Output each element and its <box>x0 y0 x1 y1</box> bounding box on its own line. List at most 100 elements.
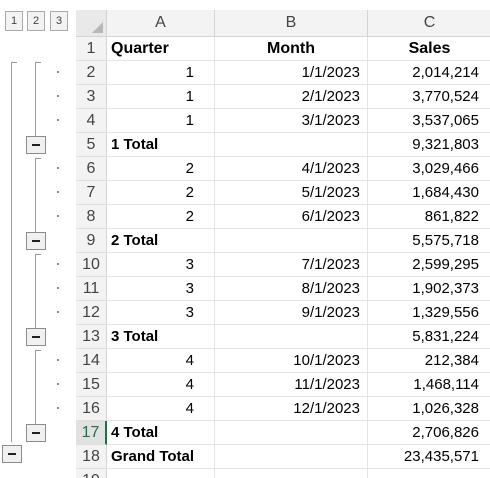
cell-sales[interactable]: 5,831,224 <box>368 325 490 349</box>
cell-sales[interactable]: 1,684,430 <box>368 181 490 205</box>
collapse-quarter-4-button[interactable] <box>26 424 46 442</box>
cell-month[interactable] <box>215 469 368 478</box>
row-header[interactable]: 19 <box>76 469 107 478</box>
cell-quarter[interactable] <box>107 469 215 478</box>
cell-month[interactable]: 8/1/2023 <box>215 277 368 301</box>
cell-sales[interactable]: 861,822 <box>368 205 490 229</box>
row-header[interactable]: 7 <box>76 181 107 205</box>
outline-dot <box>57 287 59 289</box>
cell-quarter[interactable]: 4 <box>107 349 215 373</box>
column-header-c[interactable]: C <box>368 10 490 37</box>
cell-quarter[interactable]: 4 <box>107 397 215 421</box>
select-all-corner[interactable] <box>76 10 107 37</box>
row-header[interactable]: 12 <box>76 301 107 325</box>
cell-month[interactable]: 10/1/2023 <box>215 349 368 373</box>
cell-quarter-header[interactable]: Quarter <box>107 37 215 61</box>
cell-sales[interactable]: 3,770,524 <box>368 85 490 109</box>
outline-level-3-button[interactable]: 3 <box>50 11 68 31</box>
cell-quarter[interactable]: 2 <box>107 181 215 205</box>
cell-month[interactable]: 12/1/2023 <box>215 397 368 421</box>
cell-quarter[interactable]: 2 <box>107 157 215 181</box>
cell-quarter[interactable]: 2 <box>107 205 215 229</box>
cell-sales[interactable]: 1,026,328 <box>368 397 490 421</box>
cell-month[interactable] <box>215 133 368 157</box>
outline-bracket-cap <box>11 62 17 63</box>
cell-sales-header[interactable]: Sales <box>368 37 490 61</box>
row-header[interactable]: 9 <box>76 229 107 253</box>
cell-sales[interactable]: 9,321,803 <box>368 133 490 157</box>
outline-bracket-group2 <box>35 158 36 232</box>
cell-month[interactable]: 7/1/2023 <box>215 253 368 277</box>
cell-quarter[interactable]: 1 <box>107 109 215 133</box>
cell-sales[interactable]: 5,575,718 <box>368 229 490 253</box>
row-header[interactable]: 3 <box>76 85 107 109</box>
outline-bracket-cap <box>35 254 41 255</box>
table-row: 10 3 7/1/2023 2,599,295 <box>76 253 490 277</box>
row-header[interactable]: 13 <box>76 325 107 349</box>
cell-month-header[interactable]: Month <box>215 37 368 61</box>
cell-quarter[interactable]: Grand Total <box>107 445 215 469</box>
table-row: 8 2 6/1/2023 861,822 <box>76 205 490 229</box>
row-header[interactable]: 15 <box>76 373 107 397</box>
cell-quarter[interactable]: 2 Total <box>107 229 215 253</box>
cell-quarter[interactable]: 3 Total <box>107 325 215 349</box>
row-header[interactable]: 14 <box>76 349 107 373</box>
row-header[interactable]: 8 <box>76 205 107 229</box>
cell-month[interactable]: 2/1/2023 <box>215 85 368 109</box>
outline-level-2-button[interactable]: 2 <box>27 11 45 31</box>
cell-month[interactable]: 4/1/2023 <box>215 157 368 181</box>
table-row: 6 2 4/1/2023 3,029,466 <box>76 157 490 181</box>
row-header[interactable]: 17 <box>76 421 107 445</box>
outline-dot <box>57 71 59 73</box>
cell-sales[interactable]: 2,706,826 <box>368 421 490 445</box>
cell-sales[interactable] <box>368 469 490 478</box>
cell-sales[interactable]: 2,014,214 <box>368 61 490 85</box>
cell-month[interactable]: 6/1/2023 <box>215 205 368 229</box>
cell-month[interactable]: 9/1/2023 <box>215 301 368 325</box>
row-header[interactable]: 10 <box>76 253 107 277</box>
cell-month[interactable]: 11/1/2023 <box>215 373 368 397</box>
row-header[interactable]: 4 <box>76 109 107 133</box>
cell-quarter[interactable]: 1 <box>107 85 215 109</box>
cell-sales[interactable]: 3,029,466 <box>368 157 490 181</box>
cell-quarter[interactable]: 3 <box>107 253 215 277</box>
column-header-b[interactable]: B <box>215 10 368 37</box>
cell-quarter[interactable]: 1 <box>107 61 215 85</box>
cell-sales[interactable]: 212,384 <box>368 349 490 373</box>
row-header[interactable]: 11 <box>76 277 107 301</box>
outline-dot <box>57 191 59 193</box>
collapse-quarter-2-button[interactable] <box>26 232 46 250</box>
row-header[interactable]: 5 <box>76 133 107 157</box>
row-header[interactable]: 18 <box>76 445 107 469</box>
cell-quarter[interactable]: 1 Total <box>107 133 215 157</box>
row-header[interactable]: 16 <box>76 397 107 421</box>
cell-quarter[interactable]: 3 <box>107 301 215 325</box>
outline-dot <box>57 383 59 385</box>
cell-sales[interactable]: 1,329,556 <box>368 301 490 325</box>
cell-month[interactable] <box>215 325 368 349</box>
cell-month[interactable]: 5/1/2023 <box>215 181 368 205</box>
cell-month[interactable]: 1/1/2023 <box>215 61 368 85</box>
cell-sales[interactable]: 1,468,114 <box>368 373 490 397</box>
cell-quarter[interactable]: 3 <box>107 277 215 301</box>
cell-month[interactable] <box>215 445 368 469</box>
column-header-a[interactable]: A <box>107 10 215 37</box>
row-header[interactable]: 6 <box>76 157 107 181</box>
outline-level-1-button[interactable]: 1 <box>5 11 23 31</box>
collapse-grand-total-button[interactable] <box>2 445 22 463</box>
cell-month[interactable]: 3/1/2023 <box>215 109 368 133</box>
cell-quarter[interactable]: 4 Total <box>107 421 215 445</box>
cell-sales[interactable]: 23,435,571 <box>368 445 490 469</box>
row-header[interactable]: 1 <box>76 37 107 61</box>
table-row: 14 4 10/1/2023 212,384 <box>76 349 490 373</box>
cell-sales[interactable]: 1,902,373 <box>368 277 490 301</box>
collapse-quarter-3-button[interactable] <box>26 328 46 346</box>
collapse-quarter-1-button[interactable] <box>26 136 46 154</box>
cell-month[interactable] <box>215 421 368 445</box>
cell-sales[interactable]: 3,537,065 <box>368 109 490 133</box>
cell-sales[interactable]: 2,599,295 <box>368 253 490 277</box>
row-header[interactable]: 2 <box>76 61 107 85</box>
cell-month[interactable] <box>215 229 368 253</box>
cell-quarter[interactable]: 4 <box>107 373 215 397</box>
